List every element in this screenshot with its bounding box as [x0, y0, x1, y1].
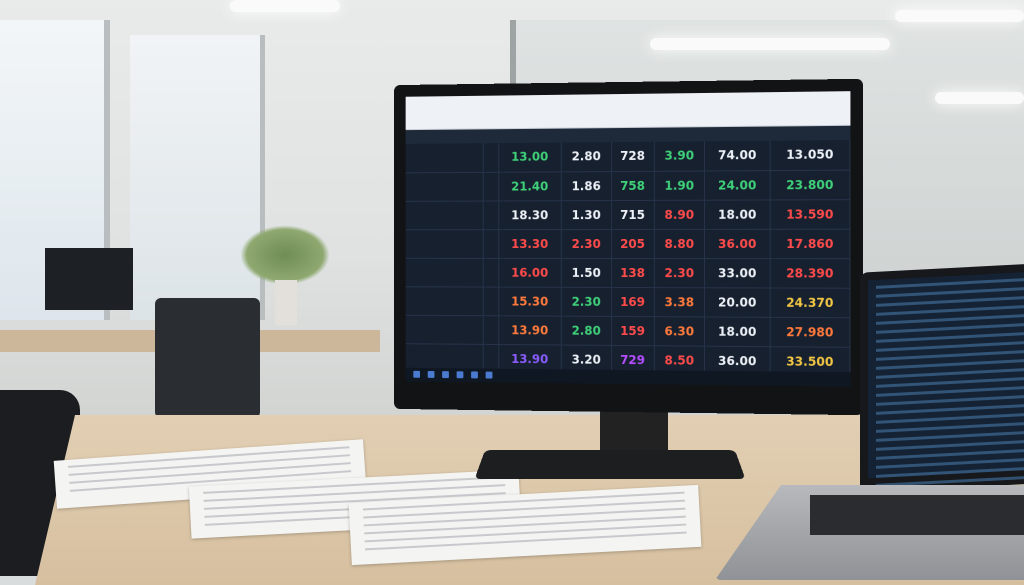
cell[interactable]: 74.00: [705, 141, 770, 171]
cell[interactable]: 13.90: [498, 315, 561, 344]
office-chair: [155, 298, 260, 418]
cell[interactable]: 24.370: [770, 287, 850, 317]
table-row: 21.40 1.86 758 1.90 24.00 23.800: [406, 170, 850, 201]
ceiling-light: [895, 10, 1024, 22]
row-label: [406, 315, 483, 344]
table-row: 18.30 1.30 715 8.90 18.00 13.590: [406, 199, 850, 229]
ceiling-light: [935, 92, 1024, 104]
cell[interactable]: 169: [611, 287, 654, 316]
cell[interactable]: 2.80: [561, 316, 611, 345]
cell[interactable]: 1.90: [654, 170, 705, 199]
table-row: 13.30 2.30 205 8.80 36.00 17.860: [406, 229, 850, 259]
cell[interactable]: 6.30: [654, 316, 705, 345]
cell[interactable]: 3.90: [654, 141, 705, 171]
table-row: 13.90 2.80 159 6.30 18.00 27.980: [406, 315, 850, 347]
cell[interactable]: 2.30: [561, 229, 611, 258]
cell[interactable]: 16.00: [498, 258, 561, 287]
row-index: [483, 200, 499, 229]
cell[interactable]: 24.00: [705, 170, 770, 200]
cell[interactable]: 21.40: [498, 171, 561, 200]
ceiling-light: [230, 0, 340, 12]
row-index: [483, 143, 499, 172]
row-label: [406, 201, 483, 230]
cell[interactable]: 728: [611, 142, 654, 171]
cell[interactable]: 2.80: [561, 142, 611, 171]
cell[interactable]: 33.00: [705, 258, 770, 287]
row-index: [483, 315, 499, 344]
row-index: [483, 172, 499, 201]
cell[interactable]: 715: [611, 200, 654, 229]
spreadsheet-table: 13.00 2.80 728 3.90 74.00 13.050 21.40 1.86 758 1…: [406, 140, 851, 377]
ceiling-light: [650, 38, 890, 50]
cell[interactable]: 13.050: [770, 140, 850, 170]
cell[interactable]: 2.30: [654, 258, 705, 287]
cell[interactable]: 2.30: [561, 287, 611, 316]
browser-toolbar: [406, 91, 851, 130]
row-index: [483, 229, 499, 258]
cell[interactable]: 18.30: [498, 200, 561, 229]
cell[interactable]: 15.30: [498, 287, 561, 316]
cell[interactable]: 758: [611, 171, 654, 200]
cell[interactable]: 27.980: [770, 317, 850, 347]
cell[interactable]: 13.590: [770, 199, 850, 229]
cell[interactable]: 17.860: [770, 229, 850, 259]
cell[interactable]: 205: [611, 229, 654, 258]
table-row: 16.00 1.50 138 2.30 33.00 28.390: [406, 258, 850, 288]
cell[interactable]: 159: [611, 316, 654, 345]
plant: [240, 225, 330, 285]
window: [130, 35, 265, 320]
monitor-base: [474, 450, 745, 479]
cell[interactable]: 3.38: [654, 287, 705, 316]
row-label: [406, 286, 483, 315]
row-index: [483, 287, 499, 316]
cell[interactable]: 13.00: [498, 143, 561, 172]
cell[interactable]: 1.50: [561, 258, 611, 287]
cell[interactable]: 13.30: [498, 229, 561, 258]
cell[interactable]: 1.86: [561, 171, 611, 200]
row-index: [483, 258, 499, 287]
row-label: [406, 229, 483, 258]
laptop-keyboard: [810, 495, 1024, 535]
cell[interactable]: 138: [611, 258, 654, 287]
cell[interactable]: 18.00: [705, 316, 770, 346]
monitor-screen: 13.00 2.80 728 3.90 74.00 13.050 21.40 1.86 758 1…: [406, 91, 851, 386]
cell[interactable]: 23.800: [770, 170, 850, 200]
laptop-screen: [860, 263, 1024, 492]
row-label: [406, 172, 483, 201]
cell[interactable]: 8.90: [654, 200, 705, 229]
cell[interactable]: 28.390: [770, 258, 850, 288]
row-label: [406, 258, 483, 287]
table-row: 13.00 2.80 728 3.90 74.00 13.050: [406, 140, 850, 172]
background-monitor: [45, 248, 133, 310]
taskbar: [406, 368, 851, 387]
cell[interactable]: 8.80: [654, 229, 705, 258]
cell[interactable]: 36.00: [705, 229, 770, 258]
row-label: [406, 143, 483, 172]
cell[interactable]: 20.00: [705, 287, 770, 317]
plant-pot: [275, 280, 297, 325]
monitor: 13.00 2.80 728 3.90 74.00 13.050 21.40 1.86 758 1…: [394, 79, 863, 415]
table-row: 15.30 2.30 169 3.38 20.00 24.370: [406, 286, 850, 317]
cell[interactable]: 1.30: [561, 200, 611, 229]
cell[interactable]: 18.00: [705, 199, 770, 228]
